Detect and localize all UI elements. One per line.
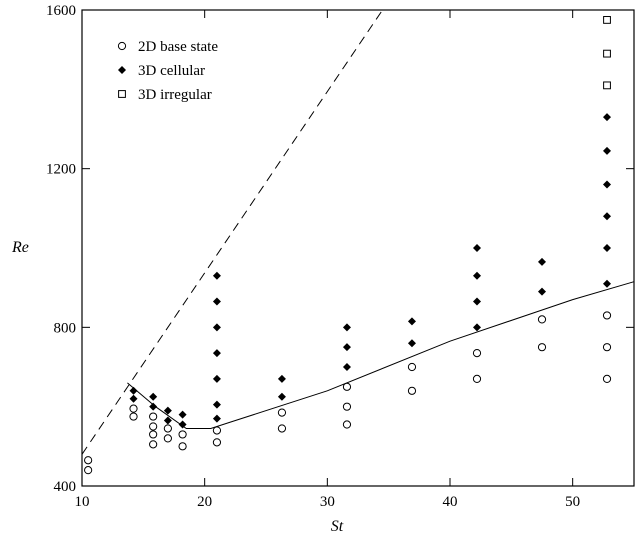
data-point [212,349,221,358]
data-point [277,392,286,401]
data-point [538,287,546,296]
data-point [277,424,287,433]
data-point [342,323,351,332]
data-point [472,271,481,280]
data-point [212,414,221,423]
data-point [342,363,351,371]
legend-label: 3D irregular [138,87,212,103]
series-group [129,113,612,429]
data-point [407,339,416,348]
data-point [603,113,612,122]
data-point [602,311,612,320]
x-tick-label: 20 [197,494,212,510]
data-point [603,180,612,189]
data-point [84,456,93,465]
plot-frame [81,9,635,487]
data-point [212,297,221,306]
data-point [603,212,612,221]
data-point [342,420,352,429]
data-point [212,438,222,447]
data-point [472,323,481,332]
data-point [342,382,352,391]
data-point [149,392,158,401]
x-tick-label: 40 [443,494,458,510]
legend-marker [117,41,127,51]
data-point [537,315,547,324]
legend-marker [118,66,126,74]
data-point [472,349,482,358]
data-point [163,434,172,443]
data-point [212,400,221,409]
legend: 2D base state 3D cellular 3D irregular [117,39,218,103]
legend-label: 2D base state [138,39,218,55]
data-point [603,49,611,58]
y-tick-label: 1200 [46,162,76,178]
data-point [149,402,158,411]
x-tick-label: 30 [320,494,335,510]
data-point [178,410,187,419]
data-point [472,297,481,306]
data-point [163,424,172,433]
legend-label: 3D cellular [138,63,205,79]
data-point [129,394,138,403]
data-point [538,257,546,266]
y-axis-title: Re [11,239,29,256]
data-point [277,408,287,417]
data-point [178,430,187,439]
data-point [129,404,138,413]
data-point [212,323,221,332]
data-point [472,244,481,252]
data-point [342,402,352,411]
data-point [149,422,158,431]
dashed-boundary-line [81,9,383,455]
data-point [163,416,172,425]
axis-ticks: 10 20 30 40 50 400 800 1200 1600 [46,3,634,510]
data-point [603,16,611,24]
series-group [84,311,612,475]
data-point [407,317,416,326]
data-point [178,442,187,451]
data-point [407,362,417,372]
data-point [212,271,221,280]
legend-marker [118,90,126,98]
data-point [603,81,611,90]
plot-area [81,9,635,487]
series-group [603,16,611,90]
data-point [407,386,417,395]
data-point [603,146,612,155]
data-point [129,412,138,421]
data-point [149,440,158,449]
x-tick-label: 50 [565,494,580,510]
data-point [603,244,612,252]
stability-curve-line [127,281,635,429]
y-tick-label: 800 [54,320,77,336]
data-point [178,420,187,429]
data-point [603,279,612,288]
curve-lines [81,9,635,455]
data-point [84,466,93,475]
data-point [602,343,612,352]
x-axis-title: St [331,518,344,535]
data-point [277,374,286,383]
data-point [472,374,482,383]
data-point [537,343,547,352]
data-points [84,16,612,475]
data-point [163,406,172,415]
data-point [602,374,612,383]
x-tick-label: 10 [75,494,90,510]
data-point [149,412,158,421]
y-tick-label: 1600 [46,3,76,19]
data-point [212,426,222,435]
data-point [342,343,351,352]
data-point [129,386,138,395]
data-point [149,430,158,439]
data-point [212,374,221,383]
y-tick-label: 400 [54,479,77,495]
